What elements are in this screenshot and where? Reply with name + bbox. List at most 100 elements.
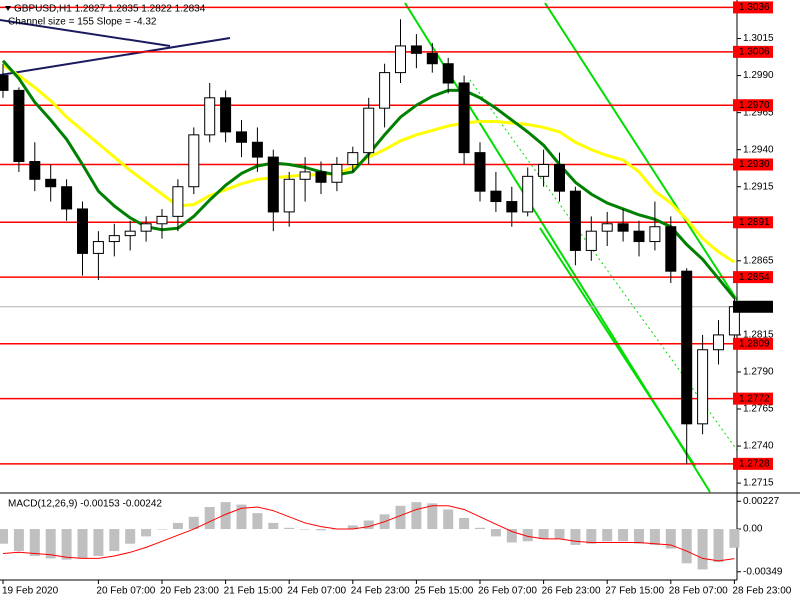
candle-body bbox=[426, 52, 438, 65]
candle-body bbox=[442, 63, 454, 84]
x-tick-label: 24 Feb 23:00 bbox=[351, 586, 410, 597]
candle-body bbox=[617, 223, 629, 232]
y-tick-label: 1.2940 bbox=[743, 144, 774, 155]
macd-bar bbox=[459, 518, 470, 530]
macd-bar bbox=[538, 529, 549, 539]
macd-bar bbox=[45, 529, 56, 559]
macd-bar bbox=[475, 527, 485, 530]
y-tick-label: 1.2815 bbox=[743, 330, 774, 341]
macd-bar bbox=[125, 529, 136, 544]
macd-bar bbox=[0, 529, 8, 544]
chart-title: GBPUSD,H1 1.2827 1.2835 1.2822 1.2834 bbox=[14, 4, 206, 15]
candle-body bbox=[649, 226, 661, 243]
macd-bar bbox=[13, 529, 24, 552]
candle-body bbox=[633, 230, 645, 243]
level-label-box bbox=[733, 45, 773, 58]
level-label: 1.2891 bbox=[739, 217, 770, 228]
macd-bar bbox=[300, 529, 311, 530]
y-tick-label: -0.00349 bbox=[743, 566, 783, 577]
x-tick-label: 19 Feb 2020 bbox=[2, 586, 59, 597]
candle-body bbox=[379, 72, 391, 109]
candle-body bbox=[92, 241, 104, 254]
last-price-label: 1.2834 bbox=[739, 301, 770, 312]
candle-body bbox=[236, 131, 247, 143]
macd-bar bbox=[93, 529, 104, 556]
candle-body bbox=[251, 141, 263, 158]
candle-body bbox=[347, 152, 359, 165]
level-label-box bbox=[733, 158, 773, 171]
candle-body bbox=[156, 215, 168, 225]
macd-bar bbox=[427, 503, 438, 530]
y-tick-label: 1.2965 bbox=[743, 107, 774, 118]
candle-body bbox=[538, 163, 550, 177]
y-tick-label: 1.2715 bbox=[743, 478, 774, 489]
candle-body bbox=[601, 223, 613, 232]
macd-bar bbox=[443, 509, 454, 530]
y-tick-label: 1.3015 bbox=[743, 33, 774, 44]
macd-bar bbox=[411, 502, 422, 530]
candle-body bbox=[13, 89, 25, 163]
macd-bar bbox=[634, 529, 644, 544]
candle-body bbox=[506, 201, 518, 213]
level-label: 1.2809 bbox=[739, 338, 770, 349]
x-tick-label: 20 Feb 07:00 bbox=[96, 586, 155, 597]
trend-line bbox=[0, 19, 171, 47]
x-tick-label: 28 Feb 23:00 bbox=[732, 586, 791, 597]
macd-bar bbox=[554, 529, 565, 539]
candle-body bbox=[713, 334, 724, 351]
macd-bar bbox=[204, 507, 215, 530]
level-label-box bbox=[733, 216, 773, 229]
level-label: 1.3036 bbox=[739, 2, 770, 13]
macd-bar bbox=[268, 522, 279, 530]
candle-body bbox=[45, 178, 57, 188]
macd-bar bbox=[29, 529, 40, 556]
level-label-box bbox=[733, 1, 773, 14]
candle-body bbox=[267, 156, 279, 213]
x-tick-label: 24 Feb 07:00 bbox=[287, 586, 346, 597]
level-label: 1.2970 bbox=[739, 100, 770, 111]
y-tick-label: 1.2740 bbox=[743, 441, 774, 452]
level-label: 1.2728 bbox=[739, 458, 770, 469]
candle-body bbox=[585, 230, 597, 251]
candle-body bbox=[108, 235, 120, 243]
x-tick-label: 27 Feb 15:00 bbox=[605, 586, 664, 597]
candle-body bbox=[220, 97, 232, 133]
macd-bar bbox=[602, 529, 613, 542]
macd-bar bbox=[713, 529, 724, 563]
x-tick-label: 20 Feb 23:00 bbox=[160, 586, 219, 597]
x-tick-label: 28 Feb 07:00 bbox=[669, 586, 728, 597]
macd-bar bbox=[697, 529, 708, 570]
macd-bar bbox=[284, 527, 295, 530]
macd-bar bbox=[649, 529, 660, 545]
candle-body bbox=[283, 178, 295, 213]
macd-bar bbox=[729, 529, 740, 548]
macd-bar bbox=[395, 505, 406, 530]
macd-bar bbox=[172, 522, 183, 530]
channel-midline bbox=[469, 79, 738, 451]
trend-line bbox=[0, 37, 231, 76]
macd-bar bbox=[506, 529, 517, 543]
macd-bar bbox=[347, 525, 358, 530]
macd-bar bbox=[522, 529, 533, 542]
candle-body bbox=[522, 175, 534, 213]
level-label-box bbox=[733, 392, 773, 405]
macd-bar bbox=[236, 504, 247, 530]
candle-body bbox=[395, 45, 406, 74]
candle-body bbox=[204, 97, 216, 136]
candle-body bbox=[61, 186, 73, 210]
candle-body bbox=[665, 226, 677, 272]
channel-line bbox=[539, 227, 696, 467]
macd-bar bbox=[618, 529, 629, 542]
macd-bar bbox=[316, 529, 326, 531]
candle-body bbox=[681, 270, 693, 425]
x-tick-label: 26 Feb 07:00 bbox=[478, 586, 537, 597]
y-tick-label: 0.00227 bbox=[743, 496, 780, 507]
x-tick-label: 26 Feb 23:00 bbox=[542, 586, 601, 597]
candle-body bbox=[458, 82, 470, 154]
macd-bar bbox=[570, 529, 581, 545]
candle-body bbox=[331, 163, 343, 183]
macd-bar bbox=[586, 529, 597, 544]
